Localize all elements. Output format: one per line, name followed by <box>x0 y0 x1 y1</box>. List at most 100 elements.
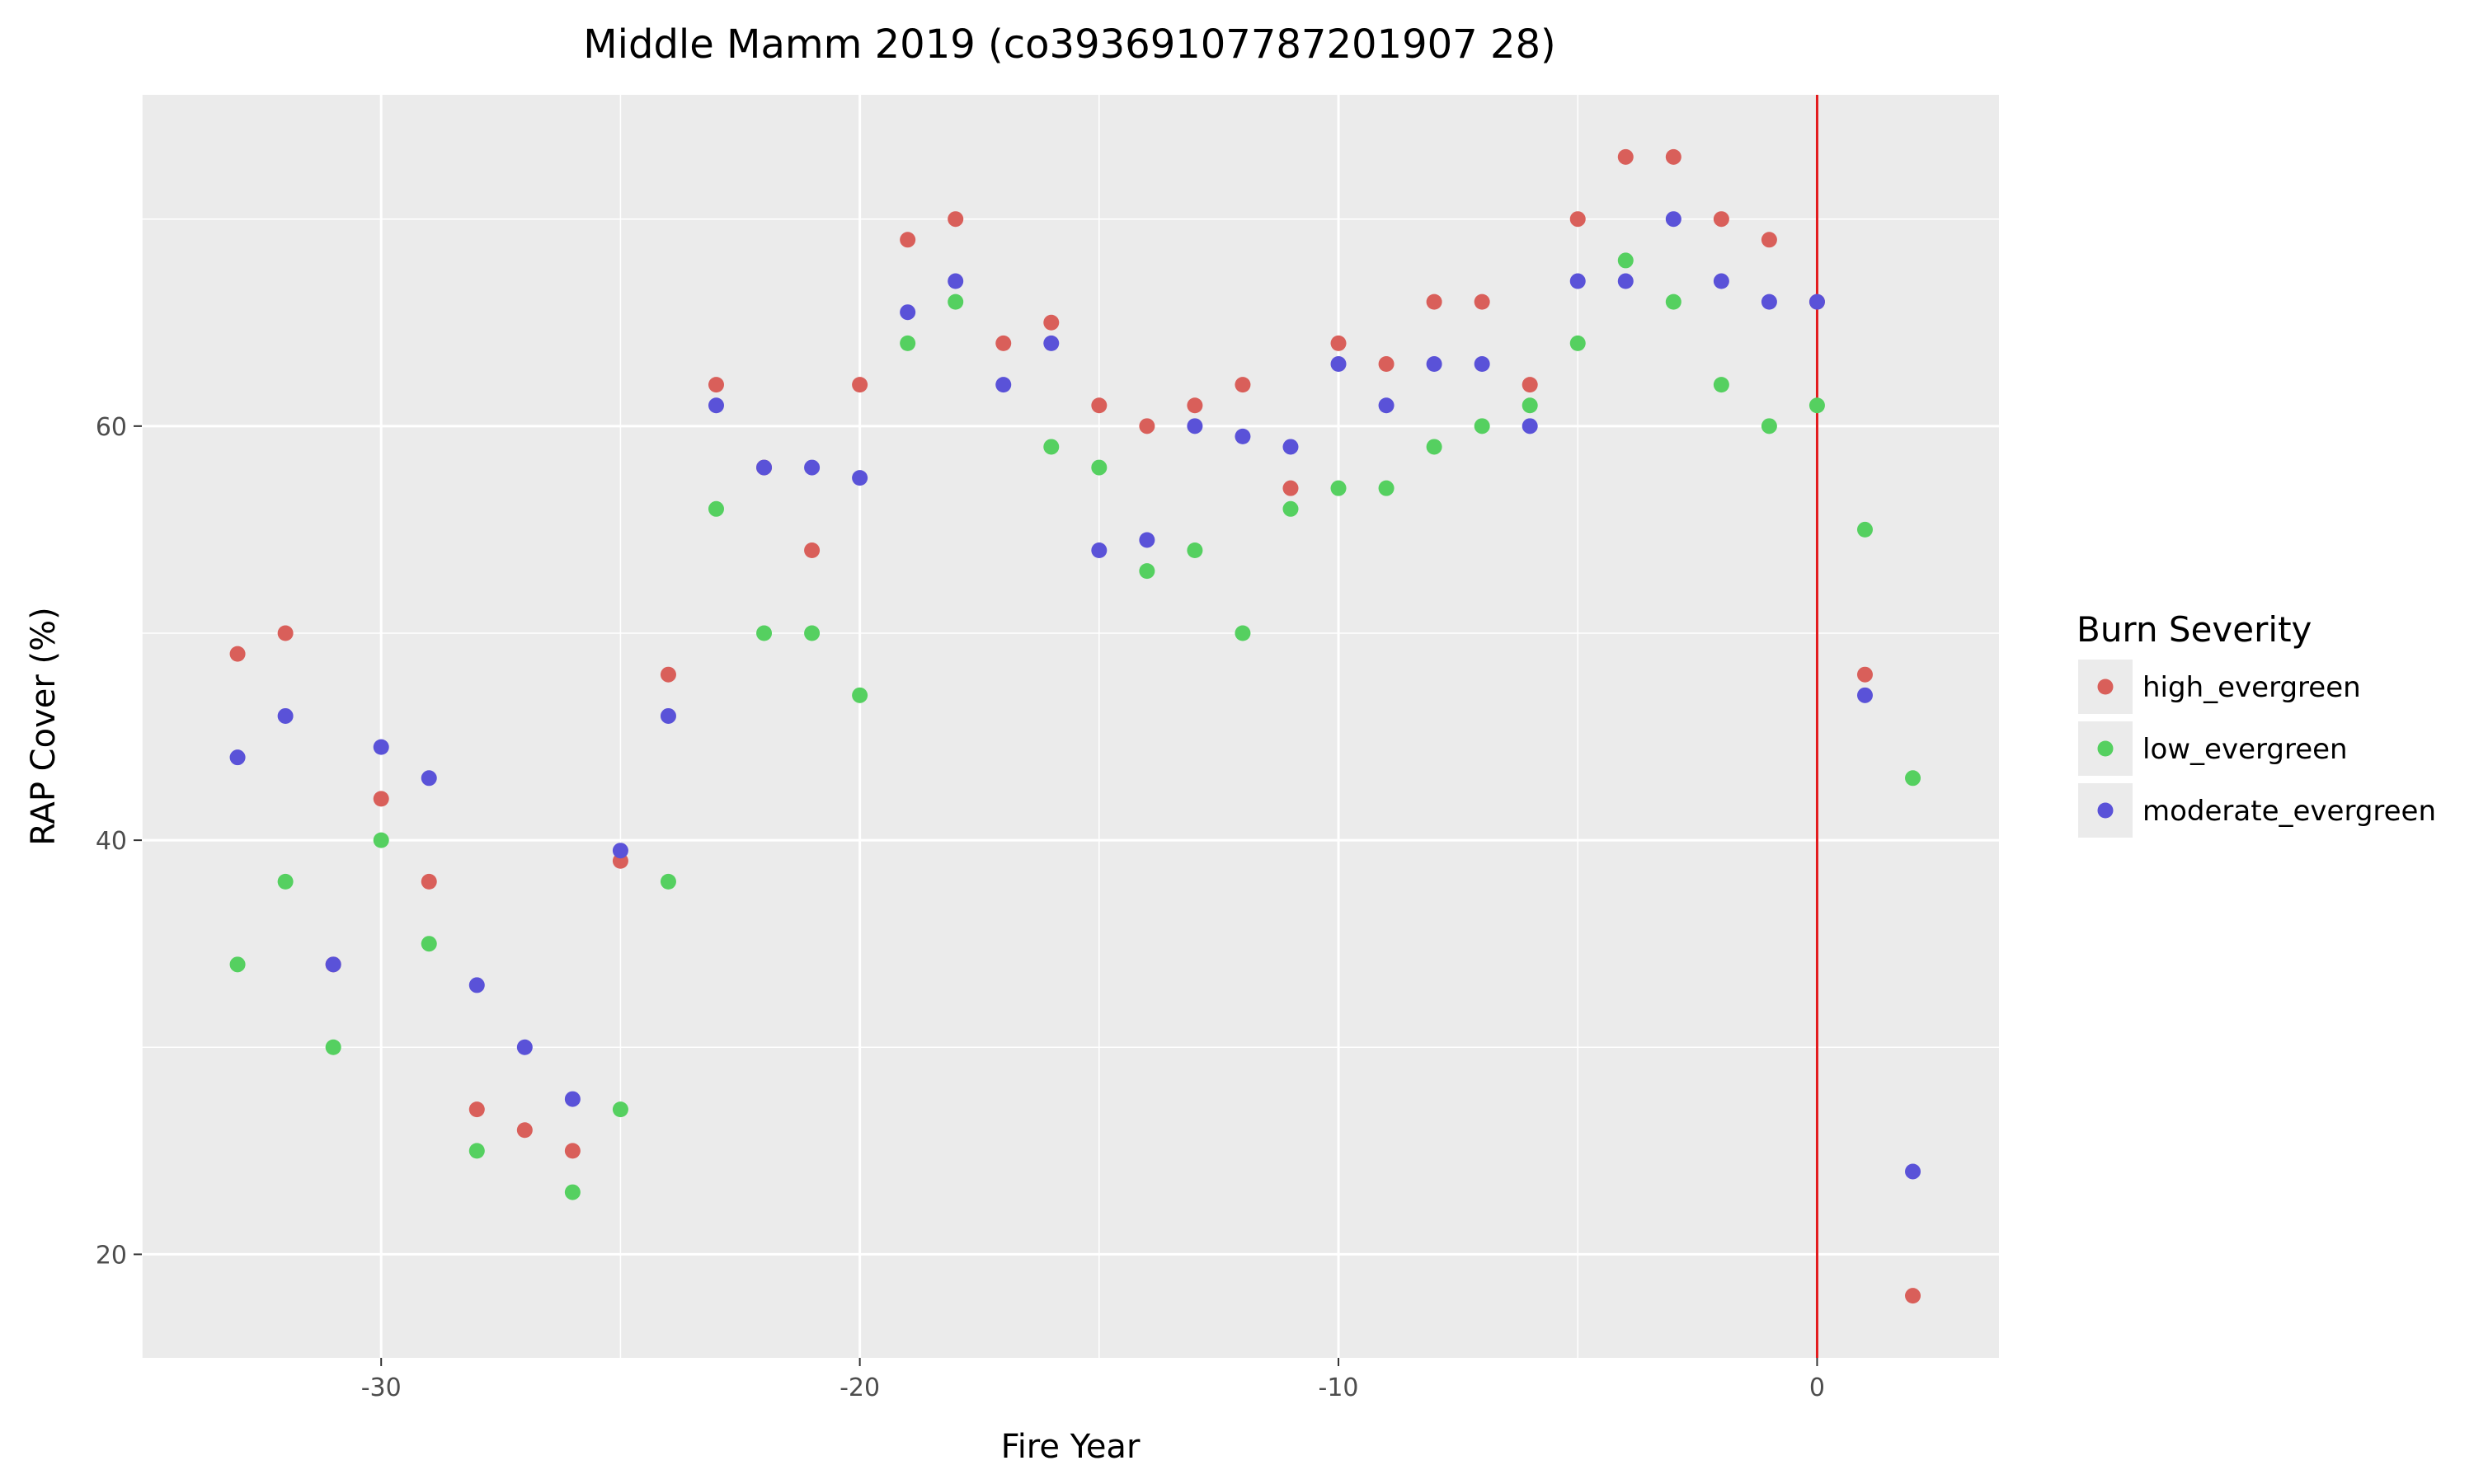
y-tick-label: 60 <box>96 413 127 442</box>
data-point <box>804 625 821 641</box>
x-tick-label: 0 <box>1809 1374 1825 1402</box>
data-point <box>660 666 676 683</box>
data-point <box>564 1143 581 1159</box>
data-point <box>995 377 1012 393</box>
data-point <box>1856 687 1873 703</box>
legend-item-moderate_evergreen: moderate_evergreen <box>2078 783 2436 838</box>
data-point <box>277 625 294 641</box>
data-point <box>1617 252 1634 269</box>
data-point <box>1426 439 1442 455</box>
data-point <box>1808 294 1825 310</box>
x-axis-title: Fire Year <box>1001 1428 1141 1466</box>
data-point <box>1330 355 1347 372</box>
data-point <box>1330 480 1347 496</box>
data-point <box>373 791 389 807</box>
data-point <box>468 1101 485 1118</box>
y-axis-ticks: 20 40 60 <box>96 413 142 1270</box>
data-point <box>373 832 389 848</box>
data-point <box>325 956 341 973</box>
data-point <box>1905 1163 1921 1180</box>
data-point <box>1665 148 1681 165</box>
data-point <box>1091 542 1108 559</box>
points-layer <box>229 148 1921 1304</box>
legend-label: low_evergreen <box>2142 733 2348 766</box>
data-point <box>1139 418 1155 434</box>
data-point <box>277 707 294 724</box>
data-point <box>1808 397 1825 414</box>
data-point <box>1905 1288 1921 1304</box>
data-point <box>277 873 294 890</box>
data-point <box>1282 439 1299 455</box>
data-point <box>1665 211 1681 228</box>
data-point <box>1282 500 1299 517</box>
data-point <box>660 707 676 724</box>
data-point <box>1474 355 1490 372</box>
data-point <box>1856 521 1873 538</box>
data-point <box>1235 428 1251 444</box>
data-point <box>1474 418 1490 434</box>
data-point <box>900 304 916 321</box>
y-tick-label: 20 <box>96 1241 127 1270</box>
legend-key-point <box>2097 740 2114 757</box>
data-point <box>229 749 246 766</box>
data-point <box>1378 480 1395 496</box>
data-point <box>804 542 821 559</box>
data-point <box>1282 480 1299 496</box>
data-point <box>229 956 246 973</box>
data-point <box>1378 355 1395 372</box>
data-point <box>1569 273 1586 289</box>
legend-label: moderate_evergreen <box>2142 795 2436 828</box>
data-point <box>564 1184 581 1200</box>
data-point <box>1187 418 1203 434</box>
legend-title: Burn Severity <box>2077 609 2312 650</box>
data-point <box>229 646 246 662</box>
data-point <box>1187 542 1203 559</box>
y-axis-title: RAP Cover (%) <box>25 607 63 845</box>
grid-minor <box>141 95 1999 1358</box>
data-point <box>1761 294 1777 310</box>
data-point <box>1091 397 1108 414</box>
data-point <box>1522 418 1538 434</box>
data-point <box>1139 532 1155 548</box>
data-point <box>1330 335 1347 351</box>
legend-item-high_evergreen: high_evergreen <box>2078 660 2361 714</box>
data-point <box>1474 294 1490 310</box>
data-point <box>948 273 964 289</box>
legend-key-point <box>2097 802 2114 819</box>
data-point <box>708 397 724 414</box>
data-point <box>1617 273 1634 289</box>
data-point <box>1426 355 1442 372</box>
data-point <box>804 459 821 476</box>
data-point <box>325 1039 341 1055</box>
data-point <box>1569 211 1586 228</box>
data-point <box>468 977 485 993</box>
x-axis-ticks: -30 -20 -10 0 <box>361 1358 1825 1402</box>
data-point <box>708 500 724 517</box>
legend-key-point <box>2097 679 2114 695</box>
legend-items: high_evergreen low_evergreen moderate_ever… <box>2078 660 2436 838</box>
data-point <box>948 211 964 228</box>
data-point <box>948 294 964 310</box>
data-point <box>1617 148 1634 165</box>
data-point <box>756 625 773 641</box>
data-point <box>1713 273 1729 289</box>
plot-panel <box>142 95 1999 1358</box>
data-point <box>1091 459 1108 476</box>
data-point <box>852 687 868 703</box>
data-point <box>516 1122 533 1139</box>
x-tick-label: -20 <box>840 1374 880 1402</box>
data-point <box>421 873 437 890</box>
data-point <box>564 1091 581 1107</box>
data-point <box>1235 377 1251 393</box>
data-point <box>1139 563 1155 580</box>
series-low_evergreen <box>229 252 1921 1200</box>
legend-item-low_evergreen: low_evergreen <box>2078 721 2348 776</box>
data-point <box>1522 377 1538 393</box>
data-point <box>1713 211 1729 228</box>
data-point <box>1043 439 1060 455</box>
data-point <box>1235 625 1251 641</box>
data-point <box>756 459 773 476</box>
chart-title: Middle Mamm 2019 (co39369107787201907 28… <box>583 21 1556 68</box>
data-point <box>468 1143 485 1159</box>
